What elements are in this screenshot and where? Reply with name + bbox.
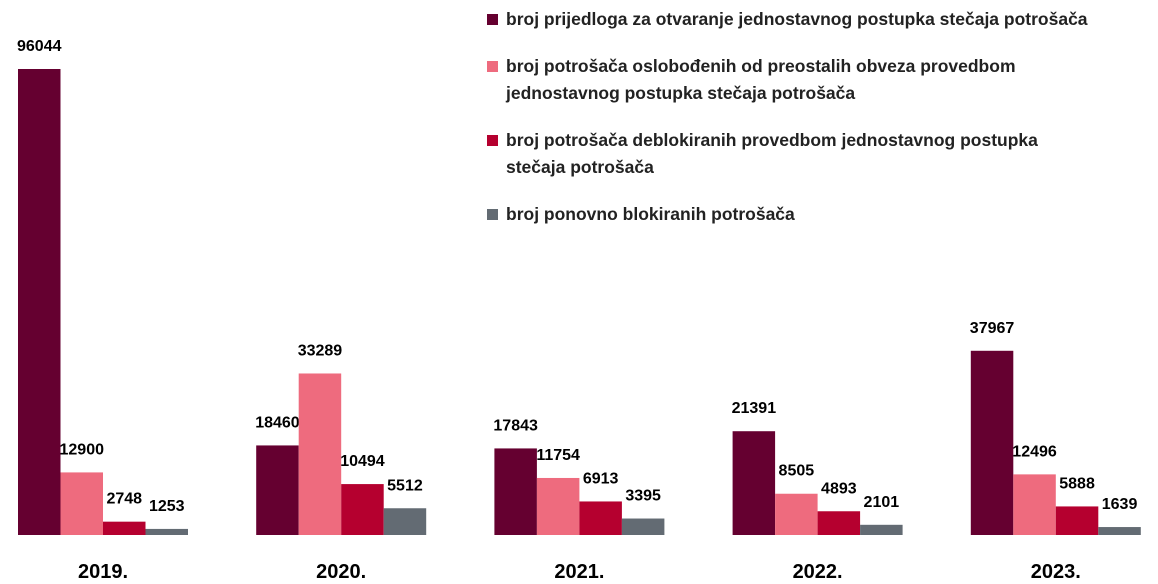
bar [536, 477, 580, 535]
bar [817, 511, 861, 535]
bar [383, 508, 427, 535]
bar [494, 448, 537, 535]
bar [298, 373, 342, 535]
bar [1098, 527, 1141, 535]
bar [1013, 474, 1056, 535]
legend-swatch [487, 14, 498, 25]
legend-item: broj prijedloga za otvaranje jednostavno… [487, 6, 1096, 33]
value-label: 5888 [1059, 475, 1095, 492]
value-label: 10494 [340, 453, 385, 470]
legend-label: broj potrošača deblokiranih provedbom je… [506, 130, 1038, 177]
bar [775, 493, 818, 535]
value-label: 12496 [1012, 443, 1057, 460]
value-label: 2101 [864, 494, 900, 511]
value-label: 2748 [106, 491, 142, 508]
value-label: 12900 [60, 441, 105, 458]
value-label: 11754 [536, 447, 580, 464]
bar [579, 501, 622, 535]
bar [60, 472, 103, 535]
bar [1055, 506, 1099, 535]
bar [341, 484, 384, 535]
value-label: 21391 [732, 400, 777, 417]
bar [860, 524, 903, 535]
legend-label: broj prijedloga za otvaranje jednostavno… [506, 9, 1088, 29]
legend-label: broj potrošača oslobođenih od preostalih… [506, 56, 1016, 103]
bar [18, 69, 61, 535]
legend-item: broj potrošača deblokiranih provedbom je… [487, 127, 1096, 181]
value-label: 8505 [779, 463, 815, 480]
legend-swatch [487, 135, 498, 146]
bar [103, 521, 146, 535]
category-label: 2019. [78, 561, 128, 583]
legend-item: broj potrošača oslobođenih od preostalih… [487, 53, 1096, 107]
bar [970, 350, 1014, 535]
value-label: 4893 [821, 480, 857, 497]
category-label: 2023. [1031, 561, 1081, 583]
value-label: 18460 [255, 414, 300, 431]
value-label: 37967 [970, 320, 1015, 337]
bar [145, 528, 188, 535]
category-label: 2022. [793, 561, 843, 583]
value-label: 3395 [625, 488, 661, 505]
category-label: 2021. [554, 561, 604, 583]
value-label: 1639 [1102, 496, 1138, 513]
bar [256, 445, 299, 535]
value-label: 5512 [387, 477, 423, 494]
value-label: 17843 [493, 417, 538, 434]
value-label: 96044 [17, 38, 62, 55]
bar [621, 518, 665, 535]
legend-swatch [487, 61, 498, 72]
bar [732, 431, 776, 535]
category-label: 2020. [316, 561, 366, 583]
legend-item: broj ponovno blokiranih potrošača [487, 201, 1096, 228]
legend-label: broj ponovno blokiranih potrošača [506, 204, 795, 224]
legend: broj prijedloga za otvaranje jednostavno… [487, 6, 1096, 248]
value-label: 33289 [298, 342, 343, 359]
value-label: 1253 [149, 498, 185, 515]
legend-swatch [487, 209, 498, 220]
value-label: 6913 [583, 470, 619, 487]
